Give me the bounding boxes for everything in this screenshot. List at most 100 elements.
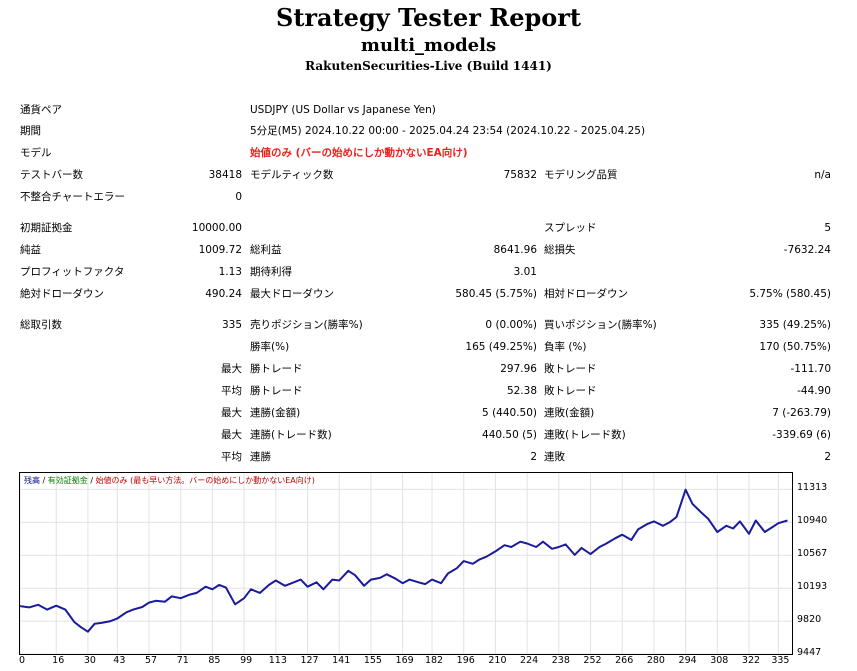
win-rate-label: 勝率(%) [250,341,290,353]
x-tick-label: 71 [176,655,189,666]
average-prefix: 平均 [221,385,242,397]
balance-chart: 残高 / 有効証拠金 / 始値のみ (最も早い方法。バーの始めにしか動かないEA… [19,472,793,655]
avg-cons-wins-value: 2 [530,451,537,463]
x-tick-label: 335 [771,655,790,666]
abs-drawdown-value: 490.24 [205,288,242,300]
model-label: モデル [20,147,52,159]
profit-factor-label: プロフィットファクタ [20,266,125,278]
ticks-label: モデルティック数 [250,169,334,181]
total-trades-label: 総取引数 [20,319,62,331]
x-tick-label: 43 [113,655,126,666]
legend-balance: 残高 [24,476,40,485]
report-title: Strategy Tester Report [275,3,582,32]
short-positions-value: 0 (0.00%) [485,319,537,331]
cons-wins-amount-value: 5 (440.50) [482,407,537,419]
errors-value: 0 [235,191,242,203]
gross-profit-value: 8641.96 [493,244,537,256]
largest-win-label: 勝トレード [250,363,303,375]
short-positions-label: 売りポジション(勝率%) [250,319,363,331]
avg-loss-label: 敗トレード [544,385,597,397]
long-positions-value: 335 (49.25%) [759,319,831,331]
x-tick-label: 322 [741,655,761,666]
x-tick-label: 0 [18,655,26,666]
x-tick-label: 252 [583,655,602,666]
bars-value: 38418 [208,169,242,181]
x-tick-label: 113 [268,655,287,666]
quality-label: モデリング品質 [544,169,618,181]
cons-wins-count-label: 連勝(トレード数) [250,429,332,441]
gross-profit-label: 総利益 [250,244,282,256]
legend-model: 始値のみ (最も早い方法。バーの始めにしか動かないEA向け) [95,476,315,485]
avg-win-label: 勝トレード [250,385,303,397]
x-tick-label: 210 [488,655,507,666]
x-tick-label: 280 [646,655,665,666]
x-tick-label: 16 [52,655,65,666]
largest-loss-value: -111.70 [790,363,831,375]
bars-label: テストバー数 [20,169,83,181]
max-cons-count-prefix: 最大 [221,429,242,441]
loss-rate-value: 170 (50.75%) [759,341,831,353]
avg-loss-value: -44.90 [797,385,831,397]
largest-win-value: 297.96 [500,363,537,375]
profit-factor-value: 1.13 [218,266,242,278]
y-tick-label: 10193 [797,581,828,593]
rel-drawdown-label: 相対ドローダウン [544,288,628,300]
win-rate-value: 165 (49.25%) [465,341,537,353]
max-cons-amount-prefix: 最大 [221,407,242,419]
largest-loss-label: 敗トレード [544,363,597,375]
errors-label: 不整合チャートエラー [20,191,125,203]
legend-equity: 有効証拠金 [47,476,88,485]
quality-value: n/a [814,169,831,181]
cons-wins-amount-label: 連勝(金額) [250,407,301,419]
net-profit-label: 純益 [20,244,41,256]
cons-wins-count-value: 440.50 (5) [482,429,537,441]
symbol-label: 通貨ペア [20,104,62,116]
y-tick-label: 11313 [797,482,828,494]
max-drawdown-label: 最大ドローダウン [250,288,334,300]
ea-name: multi_models [360,35,497,56]
y-tick-label: 9447 [797,647,822,658]
x-tick-label: 308 [710,655,729,666]
y-tick-label: 9820 [797,614,822,626]
x-tick-label: 30 [83,655,96,666]
long-positions-label: 買いポジション(勝率%) [544,319,657,331]
x-tick-label: 141 [332,655,351,666]
max-drawdown-value: 580.45 (5.75%) [455,288,537,300]
total-trades-value: 335 [221,319,242,331]
x-tick-label: 127 [300,655,319,666]
balance-series-line [20,488,788,633]
deposit-value: 10000.00 [191,222,242,234]
x-tick-label: 169 [395,655,414,666]
x-tick-label: 85 [208,655,221,666]
x-tick-label: 99 [240,655,253,666]
x-tick-label: 224 [520,655,539,666]
symbol-value: USDJPY (US Dollar vs Japanese Yen) [250,104,436,116]
gross-loss-value: -7632.24 [783,244,831,256]
legend-separator: / [40,476,48,485]
x-tick-label: 238 [551,655,570,666]
avg-cons-losses-value: 2 [824,451,831,463]
loss-rate-label: 負率 (%) [544,341,587,353]
expected-payoff-label: 期待利得 [250,266,292,278]
avg-cons-wins-label: 連勝 [250,451,271,463]
x-tick-label: 57 [144,655,158,666]
x-tick-label: 294 [678,655,697,666]
spread-label: スプレッド [544,222,597,234]
period-value: 5分足(M5) 2024.10.22 00:00 - 2025.04.24 23… [250,125,646,137]
cons-losses-amount-value: 7 (-263.79) [772,407,831,419]
x-tick-label: 266 [615,655,634,666]
ticks-value: 75832 [503,169,537,181]
avg-win-value: 52.38 [506,385,537,397]
largest-prefix: 最大 [221,363,242,375]
legend-separator: / [87,476,96,485]
spread-value: 5 [824,222,831,234]
y-tick-label: 10940 [797,515,828,527]
chart-legend: 残高 / 有効証拠金 / 始値のみ (最も早い方法。バーの始めにしか動かないEA… [24,476,315,486]
abs-drawdown-label: 絶対ドローダウン [20,288,104,300]
cons-losses-count-value: -339.69 (6) [772,429,831,441]
expected-payoff-value: 3.01 [513,266,537,278]
net-profit-value: 1009.72 [198,244,242,256]
server-build: RakutenSecurities-Live (Build 1441) [305,59,552,73]
chart-plot [20,473,792,654]
period-label: 期間 [20,125,41,137]
